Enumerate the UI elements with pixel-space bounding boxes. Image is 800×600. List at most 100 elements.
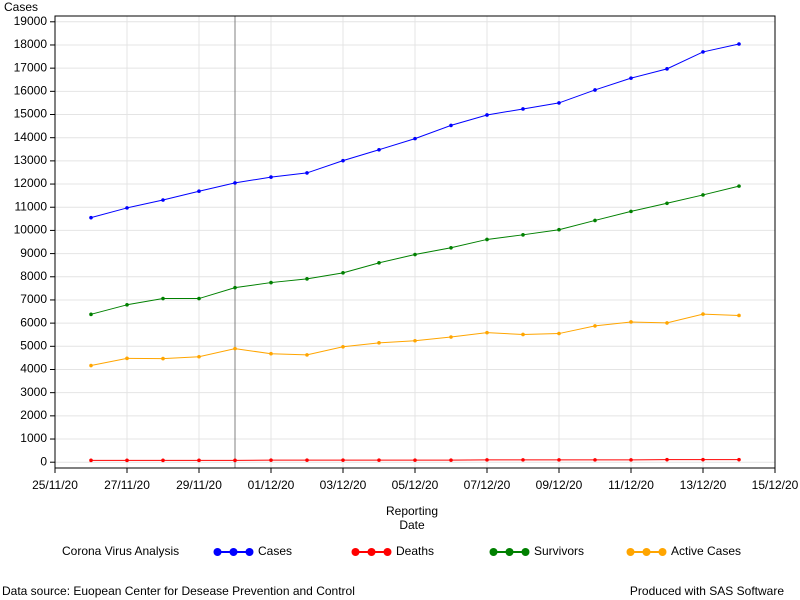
legend-label: Survivors [534, 544, 584, 558]
point [701, 50, 705, 54]
footnote: Data source: Euopean Center for Desease … [2, 584, 355, 598]
point [305, 353, 309, 357]
y-tick-label: 13000 [14, 153, 48, 167]
point [197, 354, 201, 359]
legend-marker [521, 548, 530, 556]
point [557, 331, 561, 336]
x-tick-label: 25/11/20 [32, 478, 78, 492]
point [305, 277, 309, 281]
y-tick-label: 3000 [20, 385, 47, 399]
x-tick-label: 01/12/20 [248, 478, 295, 492]
point [665, 201, 669, 206]
legend-label: Active Cases [671, 544, 741, 558]
legend-marker [383, 548, 392, 556]
point [737, 184, 741, 188]
point [485, 113, 489, 117]
x-axis-label: Date [399, 518, 425, 532]
point [593, 458, 597, 462]
point [233, 285, 237, 290]
point [701, 312, 705, 316]
point [665, 321, 669, 325]
y-tick-label: 9000 [20, 246, 47, 260]
point [521, 458, 525, 462]
y-tick-label: 0 [40, 454, 47, 468]
point [701, 193, 705, 197]
point [341, 158, 345, 163]
point [305, 458, 309, 462]
y-tick-label: 14000 [14, 130, 48, 144]
y-tick-label: 15000 [14, 107, 48, 121]
legend-marker [489, 548, 498, 556]
y-tick-label: 2000 [20, 408, 47, 422]
legend-marker [229, 548, 238, 556]
point [557, 101, 561, 105]
x-tick-label: 07/12/20 [464, 478, 511, 492]
y-tick-label: 16000 [14, 84, 48, 98]
point [197, 458, 201, 463]
point [89, 458, 93, 463]
point [377, 147, 381, 152]
point [233, 458, 237, 463]
point [449, 123, 453, 128]
point [557, 458, 561, 462]
point [521, 233, 525, 237]
point [485, 330, 489, 335]
y-axis-label: Cases [4, 0, 38, 14]
point [449, 245, 453, 250]
point [269, 280, 273, 285]
point [197, 296, 201, 301]
y-tick-label: 12000 [14, 176, 48, 190]
point [89, 215, 93, 220]
point [161, 198, 165, 202]
point [521, 332, 525, 337]
legend-marker [642, 548, 651, 556]
point [341, 271, 345, 275]
point [341, 344, 345, 349]
legend-marker [658, 548, 667, 556]
x-tick-label: 05/12/20 [392, 478, 439, 492]
point [305, 171, 309, 175]
point [341, 458, 345, 462]
point [737, 457, 741, 462]
legend-marker [505, 548, 514, 556]
point [377, 458, 381, 462]
legend-marker [626, 548, 635, 556]
point [629, 76, 633, 80]
point [413, 338, 417, 343]
point [629, 320, 633, 324]
plot-frame [54, 15, 776, 469]
x-tick-label: 09/12/20 [536, 478, 583, 492]
point [701, 457, 705, 462]
legend-marker [351, 548, 360, 556]
x-tick-label: 11/12/20 [608, 478, 654, 492]
point [593, 88, 597, 92]
x-tick-label: 27/11/20 [104, 478, 150, 492]
point [557, 227, 561, 232]
legend-label: Cases [258, 544, 292, 558]
point [377, 341, 381, 345]
legend-title: Corona Virus Analysis [62, 544, 179, 558]
footnote: Produced with SAS Software [630, 584, 784, 598]
point [665, 67, 669, 71]
point [665, 457, 669, 462]
y-tick-label: 18000 [14, 37, 48, 51]
y-tick-label: 19000 [14, 14, 48, 28]
y-tick-label: 17000 [14, 60, 48, 74]
point [161, 296, 165, 301]
legend-marker [245, 548, 254, 556]
y-tick-label: 4000 [20, 362, 47, 376]
y-tick-label: 7000 [20, 292, 47, 306]
point [449, 458, 453, 462]
y-tick-label: 11000 [15, 199, 48, 213]
point [269, 351, 273, 356]
point [413, 458, 417, 462]
point [521, 107, 525, 111]
point [593, 218, 597, 223]
point [125, 458, 129, 463]
point [377, 261, 381, 265]
point [89, 312, 93, 317]
point [449, 335, 453, 339]
point [125, 356, 129, 361]
point [89, 363, 93, 368]
x-tick-label: 13/12/20 [680, 478, 727, 492]
